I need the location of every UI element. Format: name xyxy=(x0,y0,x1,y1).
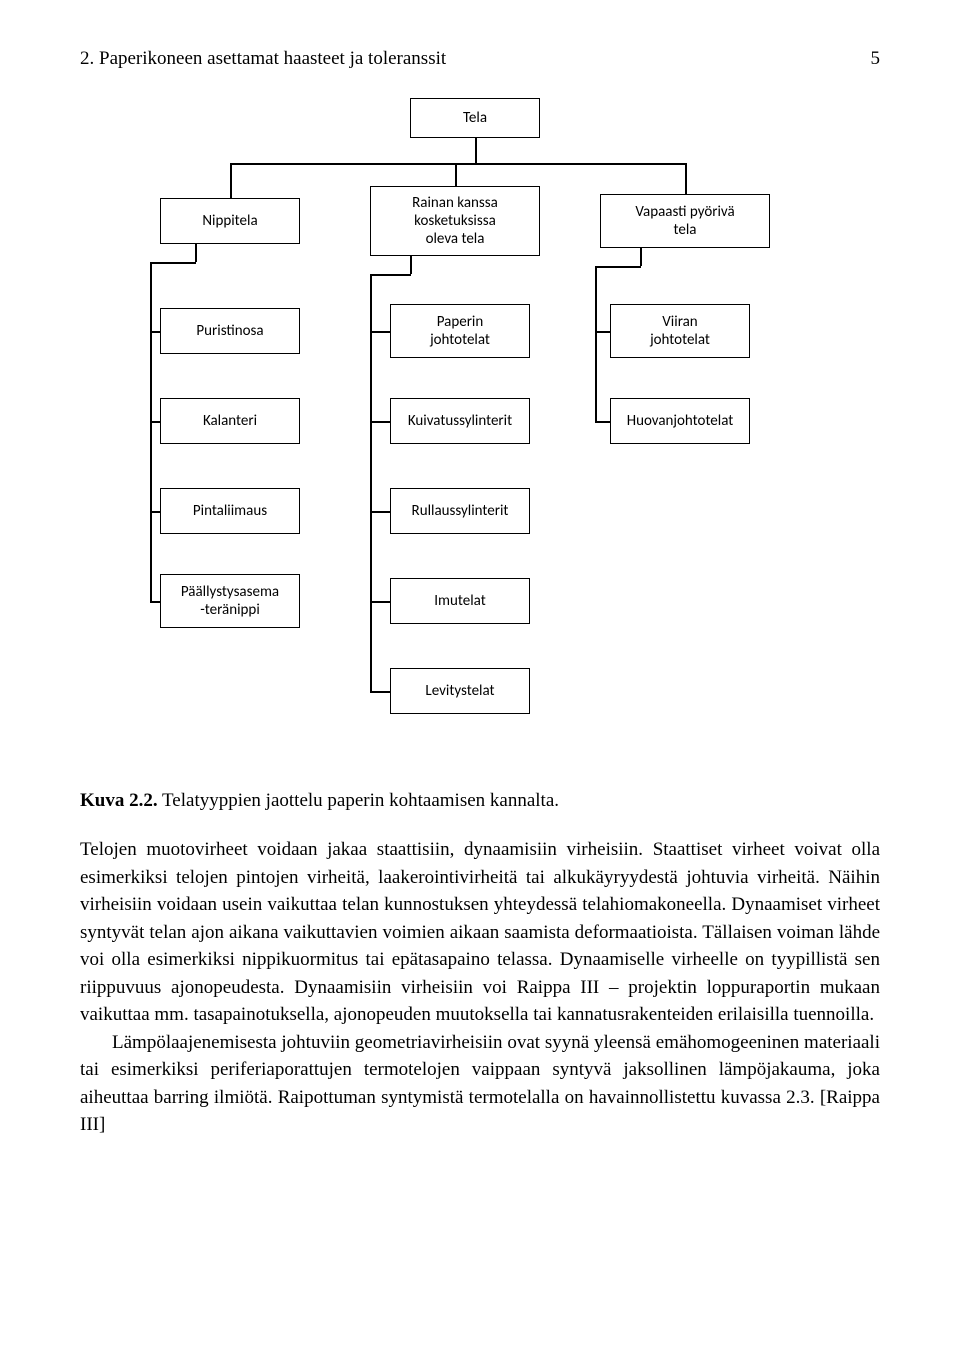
page-number: 5 xyxy=(871,48,881,70)
connector xyxy=(370,421,390,423)
node-huovan: Huovanjohtotelat xyxy=(610,398,750,444)
node-kalanteri: Kalanteri xyxy=(160,398,300,444)
node-rainan: Rainan kanssakosketuksissaoleva tela xyxy=(370,186,540,256)
connector xyxy=(150,421,160,423)
connector xyxy=(370,601,390,603)
connector xyxy=(370,274,411,276)
connector xyxy=(370,691,390,693)
connector xyxy=(150,262,196,264)
node-puristinosa: Puristinosa xyxy=(160,308,300,354)
figure-caption-text: Telatyyppien jaottelu paperin kohtaamise… xyxy=(158,790,559,811)
figure-caption-prefix: Kuva 2.2. xyxy=(80,790,158,811)
node-tela: Tela xyxy=(410,98,540,138)
paragraph-1: Telojen muotovirheet voidaan jakaa staat… xyxy=(80,836,880,1029)
node-imutelat: Imutelat xyxy=(390,578,530,624)
connector xyxy=(230,163,232,198)
node-viiran: Viiranjohtotelat xyxy=(610,304,750,358)
paragraph-2: Lämpölaajenemisesta johtuviin geometriav… xyxy=(80,1029,880,1139)
connector xyxy=(410,256,412,274)
connector xyxy=(475,138,477,163)
page-header: 2. Paperikoneen asettamat haasteet ja to… xyxy=(80,48,880,70)
connector xyxy=(595,331,610,333)
connector xyxy=(370,331,390,333)
org-chart-diagram: Tela Nippitela Rainan kanssakosketuksissao… xyxy=(90,98,850,778)
node-paallystys: Päällystysasema-teränippi xyxy=(160,574,300,628)
connector xyxy=(595,266,597,421)
connector xyxy=(150,331,160,333)
connector xyxy=(640,248,642,266)
node-vapaasti: Vapaasti pyörivätela xyxy=(600,194,770,248)
connector xyxy=(370,274,372,691)
node-pintaliimaus: Pintaliimaus xyxy=(160,488,300,534)
node-levitys: Levitystelat xyxy=(390,668,530,714)
connector xyxy=(595,266,641,268)
connector xyxy=(230,163,685,165)
connector xyxy=(595,421,610,423)
node-nippitela: Nippitela xyxy=(160,198,300,244)
body-text: Telojen muotovirheet voidaan jakaa staat… xyxy=(80,836,880,1139)
figure-caption: Kuva 2.2. Telatyyppien jaottelu paperin … xyxy=(80,790,880,812)
connector xyxy=(455,163,457,186)
connector xyxy=(150,601,160,603)
connector xyxy=(150,511,160,513)
connector xyxy=(150,262,152,601)
connector xyxy=(685,163,687,194)
connector xyxy=(195,244,197,262)
connector xyxy=(370,511,390,513)
node-rullaus: Rullaussylinterit xyxy=(390,488,530,534)
section-title: 2. Paperikoneen asettamat haasteet ja to… xyxy=(80,48,446,70)
node-paperin: Paperinjohtotelat xyxy=(390,304,530,358)
node-kuivatus: Kuivatussylinterit xyxy=(390,398,530,444)
